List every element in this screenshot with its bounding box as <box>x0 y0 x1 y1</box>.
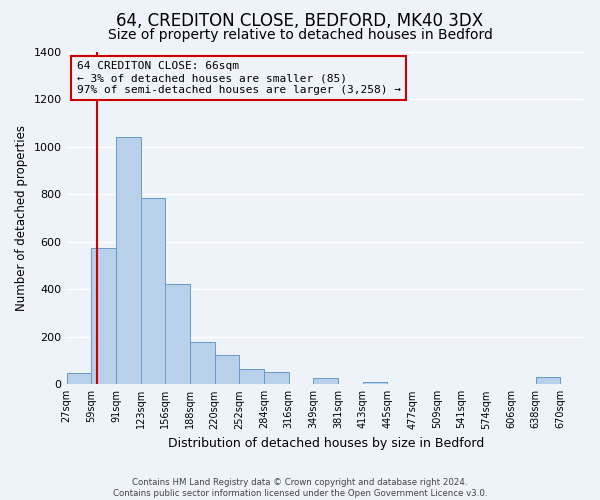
Bar <box>140 198 165 384</box>
Bar <box>363 382 388 384</box>
Bar <box>91 248 116 384</box>
Bar <box>165 284 190 384</box>
Text: Contains HM Land Registry data © Crown copyright and database right 2024.
Contai: Contains HM Land Registry data © Crown c… <box>113 478 487 498</box>
Text: Size of property relative to detached houses in Bedford: Size of property relative to detached ho… <box>107 28 493 42</box>
Bar <box>67 373 91 384</box>
Text: 64 CREDITON CLOSE: 66sqm
← 3% of detached houses are smaller (85)
97% of semi-de: 64 CREDITON CLOSE: 66sqm ← 3% of detache… <box>77 62 401 94</box>
X-axis label: Distribution of detached houses by size in Bedford: Distribution of detached houses by size … <box>167 437 484 450</box>
Bar <box>215 354 239 384</box>
Bar <box>239 369 264 384</box>
Bar <box>116 137 140 384</box>
Bar <box>313 378 338 384</box>
Bar <box>264 372 289 384</box>
Text: 64, CREDITON CLOSE, BEDFORD, MK40 3DX: 64, CREDITON CLOSE, BEDFORD, MK40 3DX <box>116 12 484 30</box>
Bar <box>190 342 215 384</box>
Bar <box>536 377 560 384</box>
Y-axis label: Number of detached properties: Number of detached properties <box>15 125 28 311</box>
